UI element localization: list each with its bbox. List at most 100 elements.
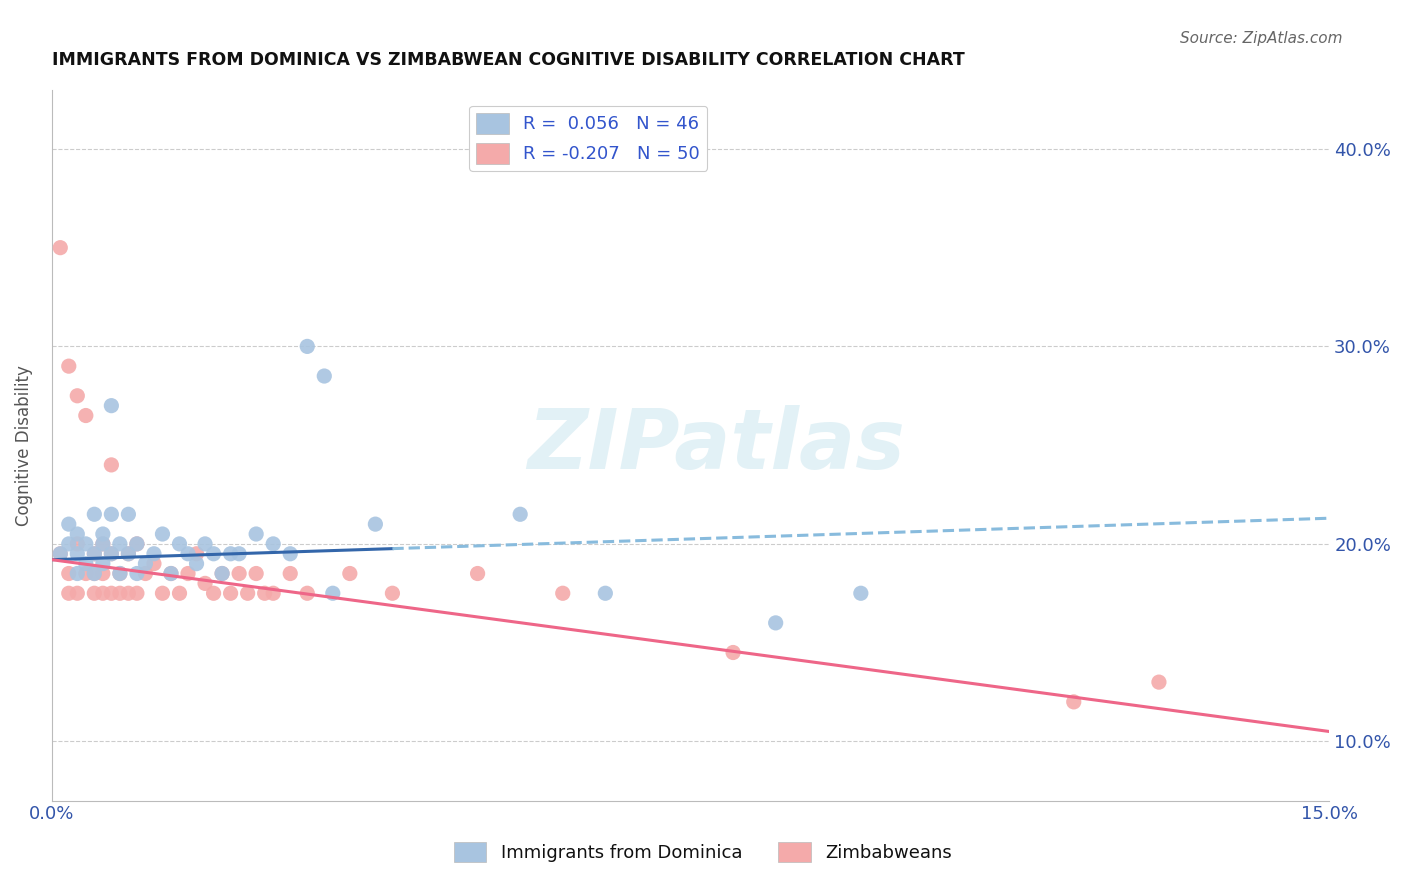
Point [91,537,114,551]
Legend: R =  0.056   N = 46, R = -0.207   N = 50: R = 0.056 N = 46, R = -0.207 N = 50 [470,106,707,171]
Point [117,508,139,522]
Point [125,537,148,551]
Point [186,557,208,571]
Point [75,409,97,423]
Point [297,586,319,600]
Point [152,527,174,541]
Point [186,547,208,561]
Point [211,566,233,581]
Point [83,547,105,561]
Point [91,566,114,581]
Point [194,576,217,591]
Point [83,566,105,581]
Point [108,566,131,581]
Point [228,547,250,561]
Point [49,547,72,561]
Point [100,586,122,600]
Point [49,547,72,561]
Point [219,547,242,561]
Point [364,517,387,532]
Point [58,359,80,373]
Text: Source: ZipAtlas.com: Source: ZipAtlas.com [1180,31,1343,46]
Point [134,557,156,571]
Point [66,389,89,403]
Point [108,566,131,581]
Point [91,527,114,541]
Point [125,566,148,581]
Point [66,547,89,561]
Point [100,458,122,472]
Point [83,547,105,561]
Point [75,566,97,581]
Point [160,566,183,581]
Point [125,586,148,600]
Point [245,527,267,541]
Point [91,537,114,551]
Point [1147,675,1170,690]
Point [66,586,89,600]
Point [100,508,122,522]
Point [91,557,114,571]
Point [595,586,617,600]
Point [66,527,89,541]
Point [297,339,319,353]
Point [339,566,361,581]
Point [228,566,250,581]
Point [100,547,122,561]
Point [245,566,267,581]
Point [849,586,872,600]
Point [58,566,80,581]
Point [551,586,574,600]
Text: ZIPatlas: ZIPatlas [527,405,905,485]
Point [169,586,191,600]
Point [236,586,259,600]
Point [177,547,200,561]
Point [152,586,174,600]
Point [322,586,344,600]
Point [219,586,242,600]
Point [83,586,105,600]
Point [134,566,156,581]
Point [66,566,89,581]
Point [75,557,97,571]
Point [194,537,217,551]
Point [117,547,139,561]
Point [1063,695,1085,709]
Point [108,537,131,551]
Point [58,537,80,551]
Point [211,566,233,581]
Point [202,547,225,561]
Point [253,586,276,600]
Point [100,547,122,561]
Point [142,547,165,561]
Point [83,566,105,581]
Point [765,615,787,630]
Point [202,586,225,600]
Text: IMMIGRANTS FROM DOMINICA VS ZIMBABWEAN COGNITIVE DISABILITY CORRELATION CHART: IMMIGRANTS FROM DOMINICA VS ZIMBABWEAN C… [52,51,965,69]
Point [314,369,336,384]
Legend: Immigrants from Dominica, Zimbabweans: Immigrants from Dominica, Zimbabweans [447,834,959,870]
Point [58,586,80,600]
Point [509,508,531,522]
Point [117,547,139,561]
Point [66,537,89,551]
Point [100,399,122,413]
Point [262,586,284,600]
Point [75,537,97,551]
Point [125,537,148,551]
Point [108,586,131,600]
Point [467,566,489,581]
Point [117,586,139,600]
Point [49,241,72,255]
Point [58,517,80,532]
Point [262,537,284,551]
Point [83,508,105,522]
Point [142,557,165,571]
Y-axis label: Cognitive Disability: Cognitive Disability [15,365,32,525]
Point [381,586,404,600]
Point [177,566,200,581]
Point [169,537,191,551]
Point [278,566,301,581]
Point [91,586,114,600]
Point [160,566,183,581]
